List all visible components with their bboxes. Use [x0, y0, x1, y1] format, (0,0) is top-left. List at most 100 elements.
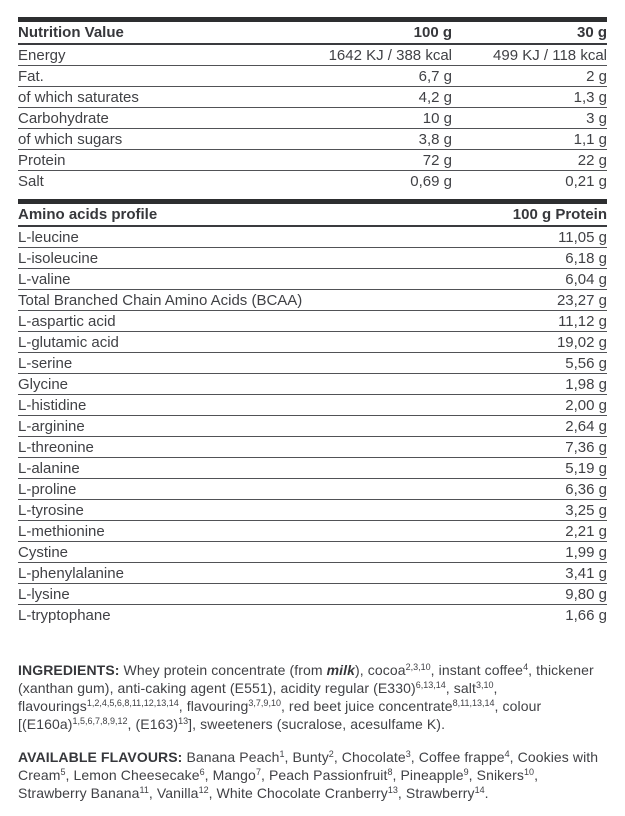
footnote-superscript: 4	[504, 749, 510, 759]
footnote-superscript: 13	[387, 785, 398, 795]
amino-row-label: L-tyrosine	[18, 501, 84, 519]
amino-row-label: L-threonine	[18, 438, 94, 456]
nutrition-row-value-30g: 0,21 g	[565, 173, 607, 190]
amino-row: L-lysine 9,80 g	[18, 584, 607, 605]
nutrition-row-value-30g: 2 g	[586, 67, 607, 85]
amino-row-label: L-leucine	[18, 228, 79, 246]
nutrition-row-value-30g: 1,3 g	[573, 88, 607, 106]
text-segment: , Chocolate	[333, 749, 406, 765]
footnote-superscript: 2	[328, 749, 334, 759]
nutrition-header-30g: 30 g	[576, 24, 607, 41]
amino-row-label: L-tryptophane	[18, 607, 111, 624]
nutrition-row: Carbohydrate 10 g 3 g	[18, 108, 607, 129]
footnote-superscript: 5	[60, 767, 66, 777]
text-segment: , colour [(E160a)	[18, 698, 542, 732]
nutrition-row-value-30g: 499 KJ / 118 kcal	[493, 46, 607, 64]
nutrition-row-value-100g: 0,69 g	[410, 173, 452, 190]
amino-row-label: L-methionine	[18, 522, 105, 540]
text-segment: , instant coffee	[430, 662, 524, 678]
nutrition-row-label: Salt	[18, 173, 44, 190]
nutrition-row-value-100g: 1642 KJ / 388 kcal	[328, 46, 452, 64]
footnote-superscript: 1	[279, 749, 285, 759]
text-segment: , Strawberry Banana	[18, 767, 539, 801]
text-segment: .	[484, 785, 489, 801]
footnote-superscript: 3,7,9,10	[248, 698, 281, 708]
amino-row-value: 19,02 g	[556, 333, 607, 351]
footnote-superscript: 8	[387, 767, 393, 777]
amino-row-value: 5,19 g	[565, 459, 607, 477]
amino-row: L-serine 5,56 g	[18, 353, 607, 374]
amino-row-label: L-aspartic acid	[18, 312, 116, 330]
amino-row-value: 1,99 g	[565, 543, 607, 561]
amino-row-value: 3,41 g	[565, 564, 607, 582]
amino-row: L-aspartic acid 11,12 g	[18, 311, 607, 332]
amino-row-label: Total Branched Chain Amino Acids (BCAA)	[18, 291, 303, 309]
section-top-bar	[18, 17, 607, 22]
footnote-superscript: 14	[474, 785, 485, 795]
amino-row-value: 1,98 g	[565, 375, 607, 393]
nutrition-table-body: Energy 1642 KJ / 388 kcal 499 KJ / 118 kca…	[18, 45, 607, 192]
amino-row-value: 1,66 g	[565, 607, 607, 624]
amino-row-label: L-lysine	[18, 585, 70, 603]
footnote-superscript: 8,11,13,14	[452, 698, 495, 708]
nutrition-row-value-100g: 10 g	[422, 109, 452, 127]
text-segment: , thickener (xanthan gum), anti-caking a…	[18, 662, 594, 696]
ingredients-paragraph: INGREDIENTS: Whey protein concentrate (f…	[18, 661, 607, 733]
amino-row: L-valine 6,04 g	[18, 269, 607, 290]
text-segment: , red beet juice concentrate	[280, 698, 453, 714]
nutrition-row-label: of which saturates	[18, 88, 139, 106]
text-segment: , Coffee frappe	[410, 749, 505, 765]
footnote-superscript: 3	[405, 749, 411, 759]
footnote-superscript: 1,5,6,7,8,9,12	[72, 716, 128, 726]
text-segment: AVAILABLE FLAVOURS:	[18, 749, 187, 765]
nutrition-row-value-100g: 6,7 g	[418, 67, 452, 85]
amino-row-label: L-histidine	[18, 396, 87, 414]
amino-row: L-isoleucine 6,18 g	[18, 248, 607, 269]
amino-row-label: L-isoleucine	[18, 249, 99, 267]
nutrition-row-value-100g: 4,2 g	[418, 88, 452, 106]
amino-row-value: 2,64 g	[565, 417, 607, 435]
footnote-superscript: 12	[198, 785, 209, 795]
amino-row-label: L-alanine	[18, 459, 80, 477]
nutrition-row-value-100g: 72 g	[422, 151, 452, 169]
amino-row: L-tryptophane 1,66 g	[18, 605, 607, 626]
amino-row-value: 5,56 g	[565, 354, 607, 372]
nutrition-row-value-30g: 22 g	[577, 151, 607, 169]
nutrition-row: Energy 1642 KJ / 388 kcal 499 KJ / 118 kca…	[18, 45, 607, 66]
text-segment: , White Chocolate Cranberry	[208, 785, 388, 801]
nutrition-row-label: Protein	[18, 151, 66, 169]
text-segment: , Mango	[204, 767, 256, 783]
footnote-superscript: 4	[523, 662, 529, 672]
amino-row-label: Glycine	[18, 375, 69, 393]
text-segment: , Vanilla	[148, 785, 199, 801]
footnote-superscript: 6,13,14	[415, 680, 446, 690]
amino-row-label: L-phenylalanine	[18, 564, 124, 582]
nutrition-row: Fat. 6,7 g 2 g	[18, 66, 607, 87]
nutrition-row-value-30g: 3 g	[586, 109, 607, 127]
text-segment: , flavourings	[18, 680, 498, 714]
nutrition-header-label: Nutrition Value	[18, 24, 124, 41]
amino-row: L-methionine 2,21 g	[18, 521, 607, 542]
amino-row: L-tyrosine 3,25 g	[18, 500, 607, 521]
amino-section: Amino acids profile 100 g Protein L-leuc…	[18, 199, 607, 626]
footnote-superscript: 6	[199, 767, 205, 777]
amino-row-value: 3,25 g	[565, 501, 607, 519]
amino-row-value: 6,04 g	[565, 270, 607, 288]
amino-header-label: Amino acids profile	[18, 206, 158, 223]
text-segment: milk	[326, 662, 356, 678]
footnote-superscript: 10	[524, 767, 535, 777]
text-segment: , (E163)	[127, 716, 179, 732]
amino-row: L-arginine 2,64 g	[18, 416, 607, 437]
footnote-superscript: 9	[463, 767, 469, 777]
nutrition-row-label: Fat.	[18, 67, 44, 85]
amino-row-value: 6,36 g	[565, 480, 607, 498]
amino-row: Glycine 1,98 g	[18, 374, 607, 395]
text-segment: , salt	[445, 680, 476, 696]
amino-row-value: 11,12 g	[558, 312, 607, 330]
nutrition-row-value-100g: 3,8 g	[418, 130, 452, 148]
footnote-superscript: 13	[178, 716, 189, 726]
amino-row: L-threonine 7,36 g	[18, 437, 607, 458]
nutrition-row: Salt 0,69 g 0,21 g	[18, 171, 607, 192]
text-segment: , flavouring	[178, 698, 249, 714]
